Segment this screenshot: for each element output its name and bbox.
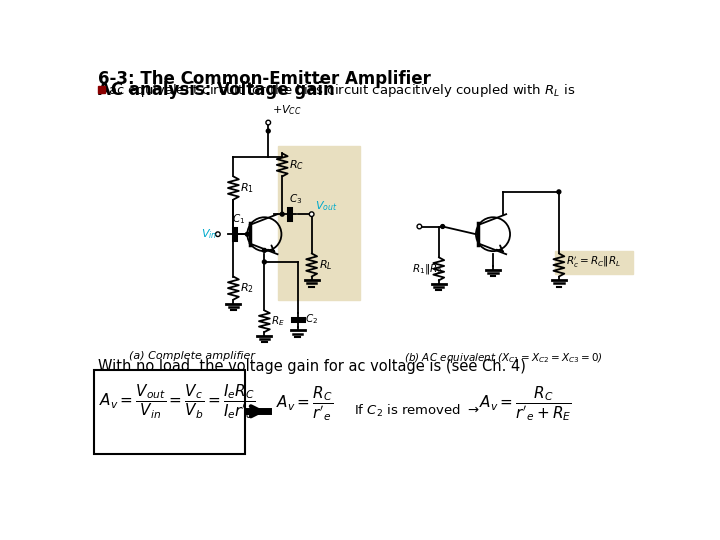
Circle shape: [262, 248, 266, 252]
Circle shape: [280, 212, 284, 216]
Circle shape: [310, 212, 314, 217]
Text: AC analysis: Voltage gain: AC analysis: Voltage gain: [98, 81, 335, 99]
FancyBboxPatch shape: [94, 370, 245, 454]
Circle shape: [246, 232, 249, 236]
Text: $R_L$: $R_L$: [319, 258, 332, 272]
Text: $C_3$: $C_3$: [289, 193, 302, 206]
Text: ac equivalent circuit for the bias circuit capacitively coupled with $R_L$ is: ac equivalent circuit for the bias circu…: [108, 82, 575, 99]
Text: $C_1$: $C_1$: [232, 213, 245, 226]
Text: $R_1 \| R_2$: $R_1 \| R_2$: [412, 262, 442, 276]
Text: $+V_{CC}$: $+V_{CC}$: [272, 103, 302, 117]
Circle shape: [262, 260, 266, 264]
Text: $V_{out}$: $V_{out}$: [315, 199, 338, 213]
Text: $R_1$: $R_1$: [240, 181, 254, 195]
Text: $R_2$: $R_2$: [240, 281, 254, 295]
Bar: [279, 146, 360, 300]
Text: $R_c' = R_C \| R_L$: $R_c' = R_C \| R_L$: [566, 255, 621, 271]
Circle shape: [215, 232, 220, 237]
Text: If $C_2$ is removed $\rightarrow$: If $C_2$ is removed $\rightarrow$: [354, 403, 479, 420]
Circle shape: [266, 129, 270, 133]
Text: 6-3: The Common-Emitter Amplifier: 6-3: The Common-Emitter Amplifier: [98, 70, 431, 88]
Text: $R_E$: $R_E$: [271, 314, 285, 328]
Text: $V_{in}$: $V_{in}$: [201, 227, 217, 241]
Circle shape: [266, 120, 271, 125]
Text: $C_2$: $C_2$: [305, 312, 318, 326]
Text: (b) AC equivalent ($X_{C1} = X_{C2} = X_{C3} = 0$): (b) AC equivalent ($X_{C1} = X_{C2} = X_…: [404, 351, 603, 365]
Text: $A_v = \dfrac{R_C}{r'_e + R_E}$: $A_v = \dfrac{R_C}{r'_e + R_E}$: [479, 384, 572, 423]
Text: $A_v = \dfrac{R_C}{r'_e}$: $A_v = \dfrac{R_C}{r'_e}$: [276, 384, 333, 423]
Text: $A_v = \dfrac{V_{out}}{V_{in}} = \dfrac{V_c}{V_b} = \dfrac{I_e R_C}{I_e r'_e}$: $A_v = \dfrac{V_{out}}{V_{in}} = \dfrac{…: [99, 382, 256, 421]
Circle shape: [557, 190, 561, 194]
Bar: [98, 86, 104, 93]
Bar: [555, 251, 632, 274]
Circle shape: [441, 225, 444, 228]
Text: $R_C$: $R_C$: [289, 158, 305, 172]
Circle shape: [417, 224, 422, 229]
Text: With no load, the voltage gain for ac voltage is (see Ch. 4): With no load, the voltage gain for ac vo…: [98, 359, 526, 374]
Text: (a) Complete amplifier: (a) Complete amplifier: [129, 351, 255, 361]
